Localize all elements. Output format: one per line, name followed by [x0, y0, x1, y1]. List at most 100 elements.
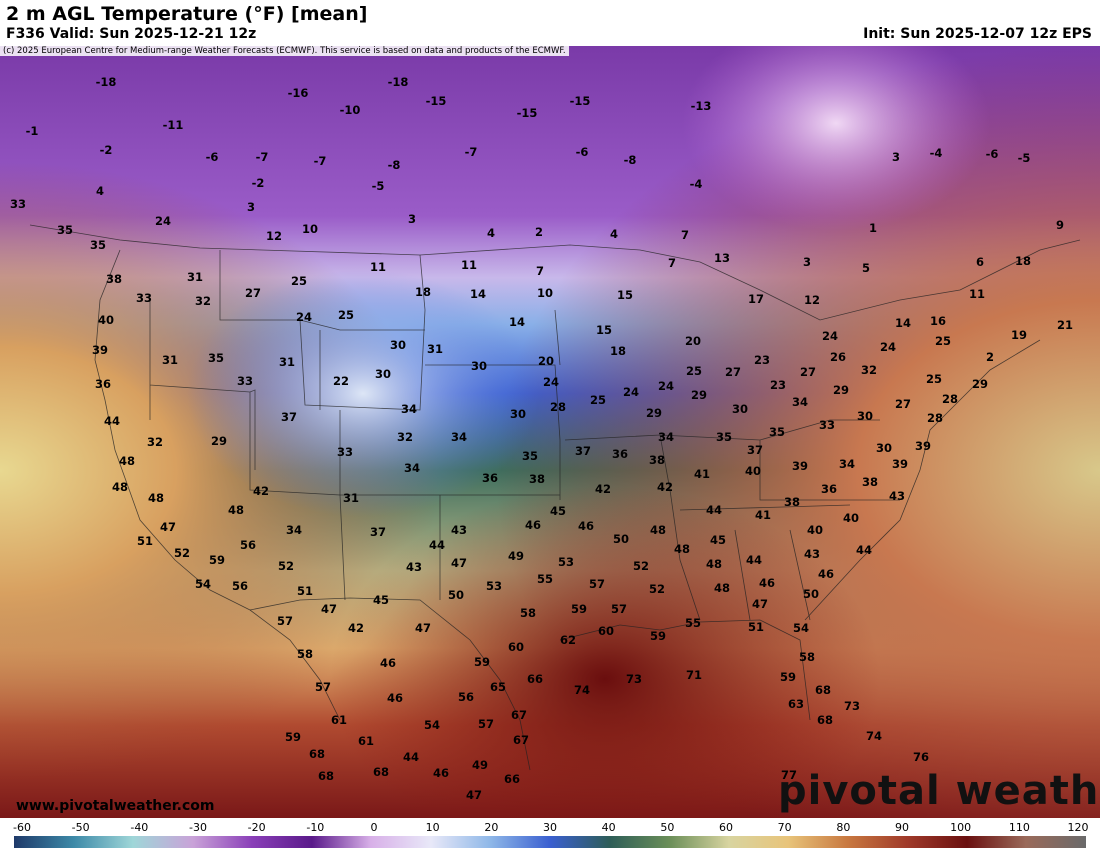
temperature-value: 3 — [408, 212, 416, 226]
temperature-value: 52 — [174, 546, 190, 560]
temperature-value: 50 — [803, 587, 819, 601]
temperature-value: 60 — [598, 624, 614, 638]
temperature-value: -7 — [256, 150, 269, 164]
temperature-value: -7 — [465, 145, 478, 159]
temperature-value: 48 — [650, 523, 666, 537]
temperature-value: 35 — [57, 223, 73, 237]
temperature-value: 38 — [649, 453, 665, 467]
temperature-value: 23 — [754, 353, 770, 367]
temperature-value: -15 — [570, 94, 591, 108]
temperature-value: 46 — [433, 766, 449, 780]
temperature-value: 33 — [337, 445, 353, 459]
colorbar-gradient — [14, 836, 1086, 848]
temperature-value: -18 — [388, 75, 409, 89]
temperature-value: -8 — [624, 153, 637, 167]
valid-time: F336 Valid: Sun 2025-12-21 12z — [6, 26, 257, 42]
temperature-value: 42 — [595, 482, 611, 496]
temperature-value: 68 — [817, 713, 833, 727]
temperature-value: -1 — [26, 124, 39, 138]
temperature-value: 25 — [935, 334, 951, 348]
temperature-value: -16 — [288, 86, 309, 100]
temperature-value: -15 — [517, 106, 538, 120]
temperature-value: 66 — [527, 672, 543, 686]
temperature-value: 15 — [596, 323, 612, 337]
temperature-value: 25 — [590, 393, 606, 407]
temperature-value: 18 — [610, 344, 626, 358]
temperature-value: -5 — [372, 179, 385, 193]
temperature-value: 14 — [470, 287, 486, 301]
temperature-value: 44 — [104, 414, 120, 428]
temperature-value: 34 — [404, 461, 420, 475]
temperature-value: 43 — [406, 560, 422, 574]
temperature-value: 18 — [1015, 254, 1031, 268]
temperature-value: -8 — [388, 158, 401, 172]
temperature-value: 52 — [649, 582, 665, 596]
temperature-value: 34 — [792, 395, 808, 409]
temperature-value: 48 — [714, 581, 730, 595]
temperature-value: 57 — [277, 614, 293, 628]
temperature-value: 61 — [331, 713, 347, 727]
temperature-value: 7 — [668, 256, 676, 270]
temperature-value: 30 — [390, 338, 406, 352]
temperature-value: 31 — [187, 270, 203, 284]
temperature-value: 74 — [574, 683, 590, 697]
colorbar-tick-label: -50 — [72, 821, 90, 834]
temperature-colorbar: -60 -50 -40 -30 -20 -10 0 10 20 30 40 50 60 70 80 90 100… — [0, 818, 1100, 850]
ecmwf-credit: (c) 2025 European Centre for Medium-rang… — [0, 46, 569, 56]
temperature-value: 28 — [942, 392, 958, 406]
temperature-value: 47 — [466, 788, 482, 802]
temperature-value: 14 — [895, 316, 911, 330]
colorbar-tick-label: -30 — [189, 821, 207, 834]
colorbar-tick-label: 110 — [1009, 821, 1030, 834]
temperature-value: 74 — [866, 729, 882, 743]
temperature-value: 25 — [686, 364, 702, 378]
temperature-value: 52 — [278, 559, 294, 573]
temperature-value: 44 — [746, 553, 762, 567]
temperature-value: 27 — [800, 365, 816, 379]
temperature-value: 48 — [228, 503, 244, 517]
colorbar-tick-label: -10 — [306, 821, 324, 834]
temperature-value: 11 — [969, 287, 985, 301]
init-time: Init: Sun 2025-12-07 12z EPS — [863, 26, 1092, 42]
temperature-value: 42 — [348, 621, 364, 635]
temperature-value: 65 — [490, 680, 506, 694]
temperature-value: 30 — [471, 359, 487, 373]
temperature-value: 48 — [148, 491, 164, 505]
temperature-value: 39 — [92, 343, 108, 357]
temperature-value: 24 — [822, 329, 838, 343]
temperature-value: 57 — [611, 602, 627, 616]
colorbar-tick-label: 60 — [719, 821, 733, 834]
temperature-value: 17 — [748, 292, 764, 306]
temperature-value: 49 — [508, 549, 524, 563]
temperature-value: 40 — [98, 313, 114, 327]
temperature-value: 32 — [147, 435, 163, 449]
temperature-value: 38 — [106, 272, 122, 286]
temperature-value: 47 — [752, 597, 768, 611]
temperature-value: -6 — [986, 147, 999, 161]
temperature-value: 4 — [96, 184, 104, 198]
temperature-value: 73 — [844, 699, 860, 713]
temperature-value: 40 — [843, 511, 859, 525]
temperature-value: 24 — [155, 214, 171, 228]
temperature-value: 34 — [401, 402, 417, 416]
temperature-value: 59 — [780, 670, 796, 684]
temperature-value: 24 — [543, 375, 559, 389]
temperature-value: 60 — [508, 640, 524, 654]
temperature-value: 32 — [861, 363, 877, 377]
temperature-value: 31 — [427, 342, 443, 356]
temperature-value: 16 — [930, 314, 946, 328]
temperature-value: 58 — [297, 647, 313, 661]
temperature-value: 46 — [525, 518, 541, 532]
temperature-map[interactable]: -18 -16 -18 -10 -15 -15 -15 -13 -1 -2 -11 -7 -6 -8 -6 -… — [0, 46, 1100, 818]
temperature-value: 33 — [136, 291, 152, 305]
temperature-value: 45 — [373, 593, 389, 607]
colorbar-tick-label: 70 — [778, 821, 792, 834]
colorbar-tick-label: 40 — [602, 821, 616, 834]
temperature-value: -4 — [690, 177, 703, 191]
map-header: 2 m AGL Temperature (°F) [mean] F336 Val… — [0, 0, 1100, 46]
temperature-value: 46 — [380, 656, 396, 670]
temperature-value: 40 — [745, 464, 761, 478]
temperature-value: 29 — [833, 383, 849, 397]
temperature-value: 4 — [487, 226, 495, 240]
temperature-value: 39 — [915, 439, 931, 453]
